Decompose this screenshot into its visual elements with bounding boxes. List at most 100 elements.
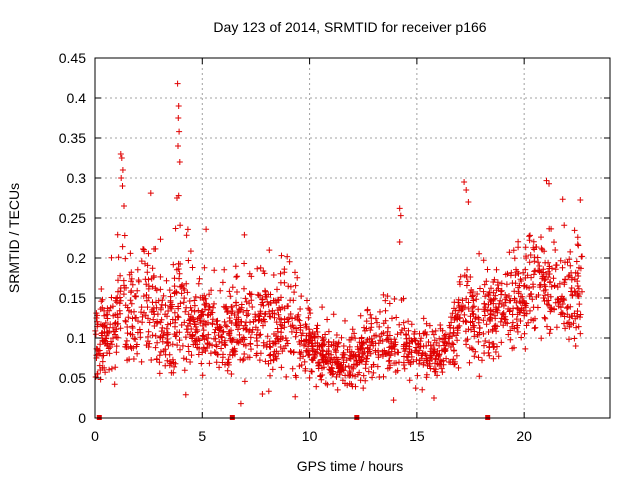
- data-point: [332, 349, 339, 356]
- data-point: [134, 287, 141, 294]
- y-tick-label: 0.25: [59, 210, 86, 226]
- data-point: [404, 339, 410, 346]
- data-point: [407, 361, 414, 368]
- data-point: [272, 353, 279, 360]
- data-point: [511, 255, 518, 262]
- data-point: [114, 294, 121, 301]
- data-point: [535, 259, 542, 266]
- data-point: [149, 283, 156, 290]
- data-point: [529, 296, 536, 303]
- data-point: [363, 325, 370, 332]
- data-point: [440, 357, 447, 364]
- data-point: [120, 291, 127, 298]
- data-point: [227, 293, 234, 300]
- data-point: [132, 336, 139, 343]
- data-point: [122, 302, 129, 309]
- data-point: [469, 310, 476, 317]
- data-point: [491, 295, 498, 302]
- data-point: [176, 128, 183, 135]
- data-point: [176, 159, 183, 165]
- y-tick-label: 0.15: [59, 290, 86, 306]
- data-point: [357, 312, 364, 319]
- data-point: [185, 257, 192, 264]
- data-point: [171, 275, 178, 282]
- data-point: [535, 292, 542, 298]
- data-point: [192, 323, 199, 330]
- data-point: [360, 372, 367, 379]
- data-point: [352, 373, 358, 380]
- data-point: [122, 255, 129, 262]
- data-point: [113, 349, 120, 356]
- data-point: [390, 343, 397, 350]
- data-point: [265, 388, 272, 395]
- data-point: [129, 315, 136, 322]
- y-tick-label: 0.3: [67, 170, 87, 186]
- data-point: [553, 324, 560, 331]
- data-point: [166, 287, 173, 294]
- data-point: [432, 368, 439, 375]
- data-point: [247, 319, 253, 326]
- data-point: [559, 293, 565, 300]
- data-point: [187, 248, 194, 255]
- data-point: [295, 311, 302, 318]
- data-point: [349, 326, 356, 333]
- data-point: [167, 297, 174, 304]
- data-point: [207, 311, 214, 318]
- data-point: [130, 356, 137, 362]
- data-point: [401, 365, 408, 372]
- data-point: [454, 325, 461, 332]
- data-point: [191, 302, 198, 309]
- data-point: [450, 356, 457, 363]
- data-point: [568, 313, 575, 319]
- data-point: [498, 280, 505, 287]
- data-point: [149, 299, 156, 306]
- data-point: [423, 331, 430, 338]
- data-point: [464, 336, 471, 343]
- data-point: [117, 272, 124, 279]
- data-point: [198, 360, 205, 367]
- data-point: [98, 298, 105, 305]
- data-point: [160, 292, 167, 299]
- data-point: [277, 336, 284, 343]
- data-point: [308, 368, 315, 375]
- data-point: [400, 345, 407, 352]
- y-tick-label: 0.05: [59, 370, 86, 386]
- data-point: [530, 244, 537, 251]
- data-point: [334, 343, 341, 350]
- data-point: [149, 332, 156, 339]
- data-point: [283, 337, 290, 344]
- data-point: [527, 307, 533, 314]
- data-point: [336, 360, 342, 367]
- data-point: [117, 325, 124, 332]
- data-point: [318, 376, 325, 383]
- data-point: [356, 349, 362, 356]
- data-point: [306, 374, 313, 381]
- data-point: [541, 314, 548, 321]
- data-point: [108, 338, 114, 345]
- data-point: [201, 264, 208, 271]
- data-point: [511, 288, 518, 295]
- data-point: [140, 246, 146, 252]
- data-point: [233, 316, 240, 323]
- x-tick-label: 15: [409, 428, 425, 444]
- data-point: [184, 226, 191, 233]
- chart-title: Day 123 of 2014, SRMTID for receiver p16…: [213, 19, 486, 35]
- data-point: [475, 338, 482, 345]
- data-point: [352, 335, 359, 342]
- data-point: [575, 323, 582, 330]
- data-point: [179, 282, 186, 288]
- data-point: [546, 279, 553, 286]
- data-point: [266, 352, 273, 359]
- data-point: [405, 357, 411, 364]
- data-point: [299, 330, 306, 337]
- data-point: [297, 306, 304, 312]
- data-point: [180, 299, 187, 306]
- data-point: [211, 329, 218, 336]
- data-point: [196, 275, 203, 282]
- data-point: [248, 273, 255, 280]
- data-point: [266, 247, 273, 254]
- data-point: [183, 326, 190, 333]
- data-point: [438, 365, 445, 372]
- data-point: [541, 277, 548, 284]
- data-point: [138, 358, 145, 365]
